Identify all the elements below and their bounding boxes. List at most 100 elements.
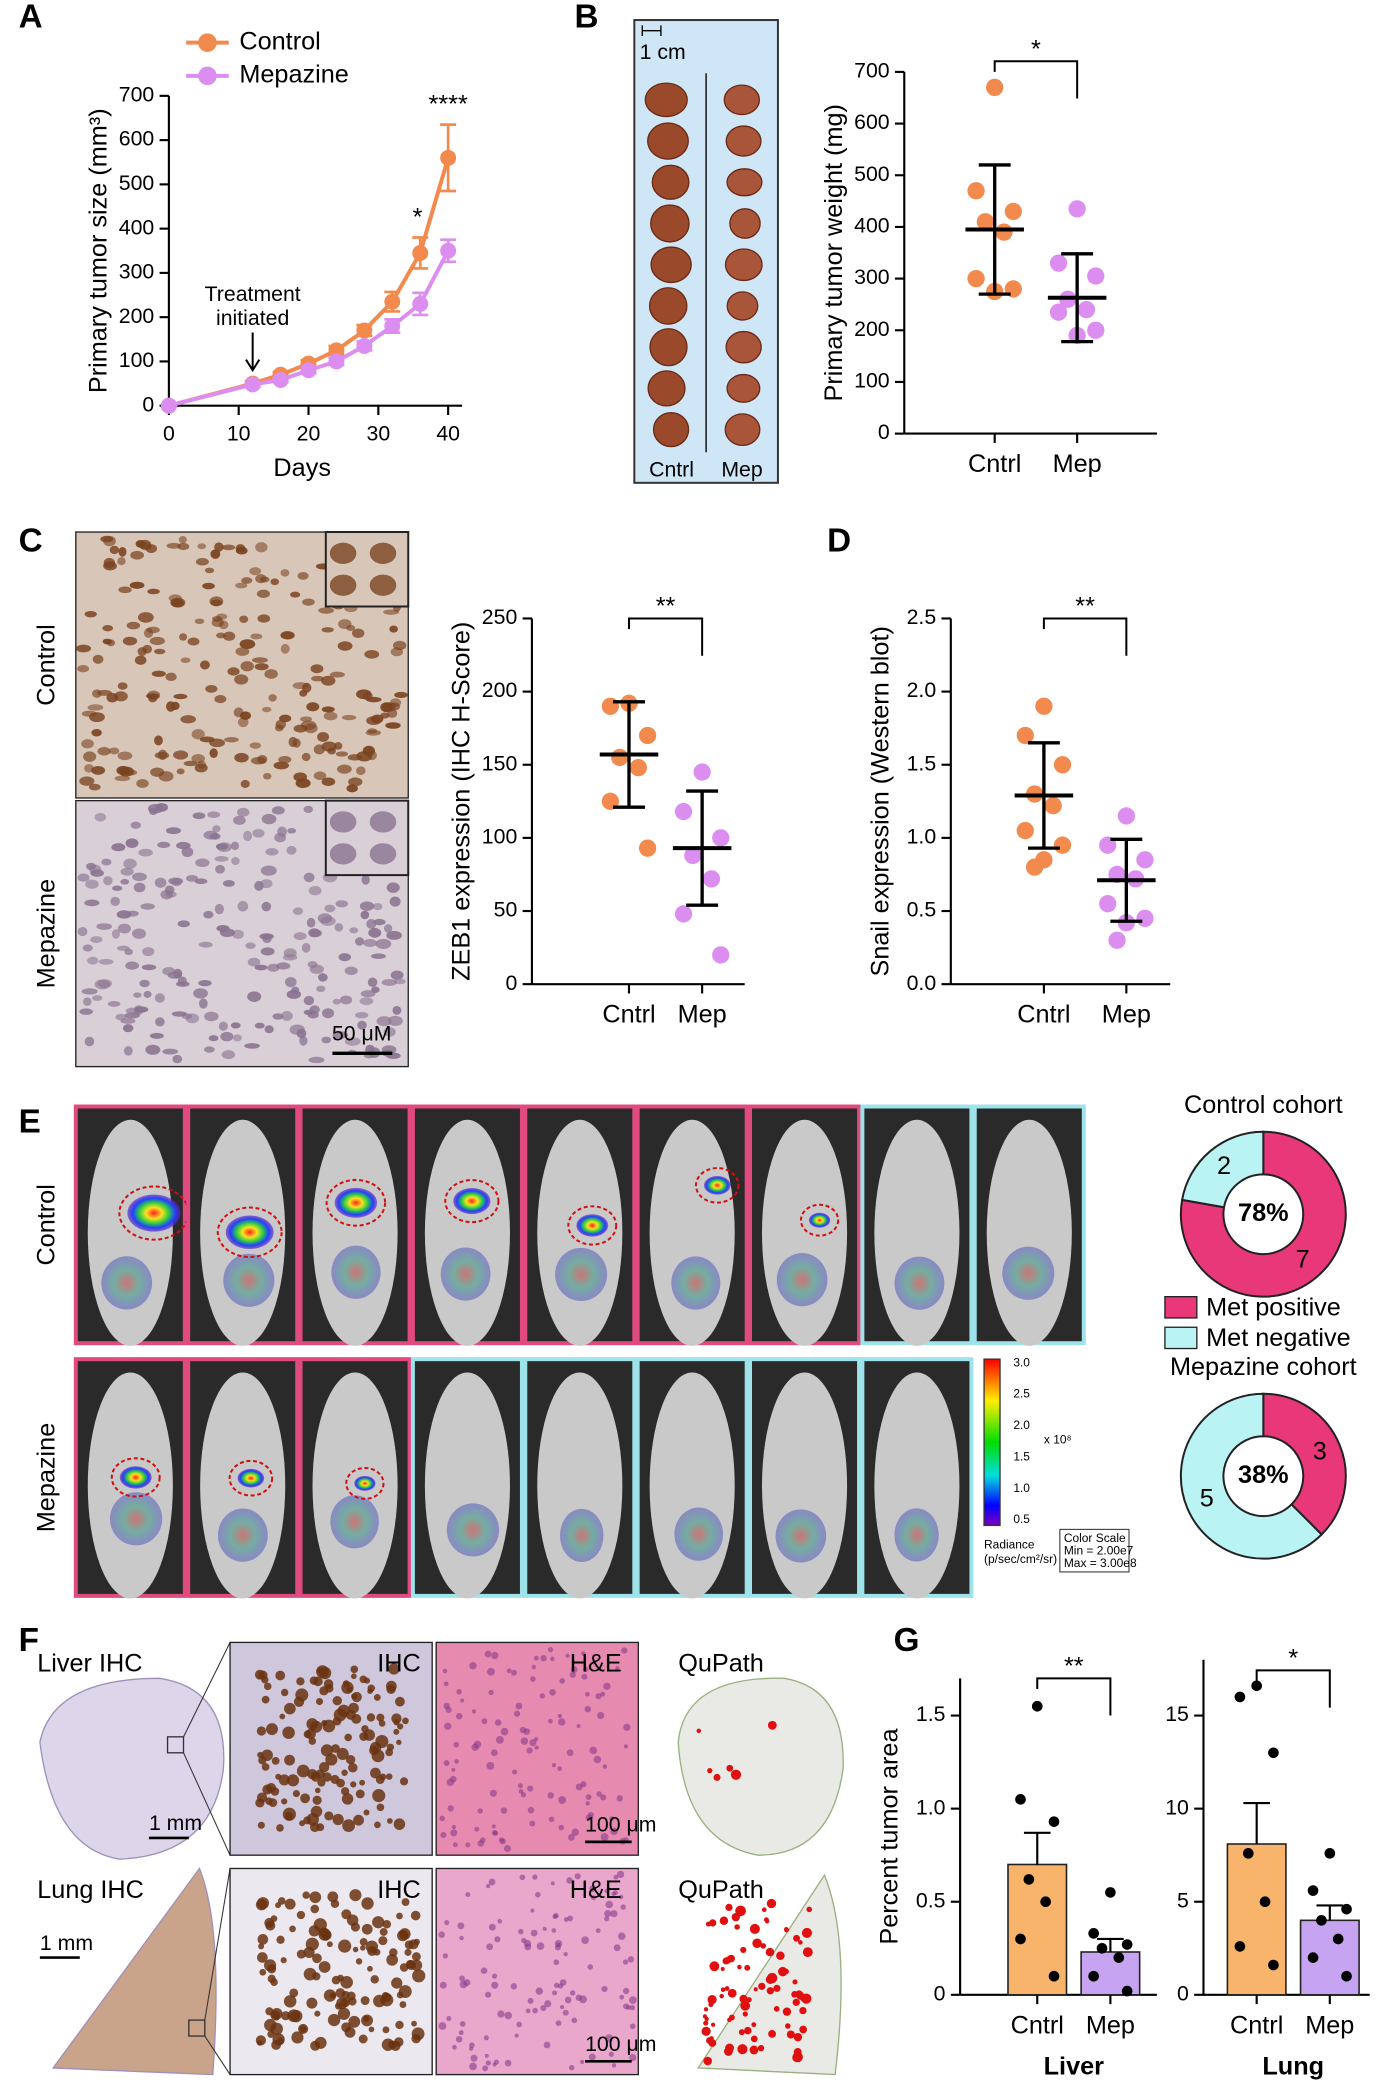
he-cell [611, 2063, 617, 2068]
stain [332, 1813, 344, 1826]
nucleus [323, 711, 338, 721]
nucleus [218, 1021, 228, 1031]
stain [261, 1695, 270, 1704]
y-tick-label: 600 [854, 110, 889, 134]
stain [325, 1753, 338, 1766]
primary-tumor [440, 1247, 491, 1301]
nucleus [309, 964, 324, 975]
he-cell [553, 1913, 559, 1919]
nucleus [102, 624, 114, 632]
nucleus [155, 802, 169, 812]
qupath-detection [727, 2017, 732, 2023]
y-tick-label: 2.0 [907, 678, 937, 702]
y-tick-label: 200 [854, 317, 889, 341]
he-cell [585, 1794, 592, 1801]
nucleus [234, 752, 249, 763]
he-cell [491, 1981, 499, 1989]
stain [359, 1675, 368, 1684]
panel-title: IHC [377, 1876, 420, 1904]
error-bar [1316, 1904, 1344, 1921]
he-cell [453, 1741, 460, 1748]
nucleus [194, 878, 208, 885]
he-cell [568, 2064, 575, 2071]
stain [411, 1952, 421, 1962]
data-point [1268, 1959, 1279, 1971]
nucleus [389, 896, 401, 907]
stain [275, 1670, 286, 1681]
y-tick-label: 15 [1165, 1702, 1189, 1726]
pie-segment [1179, 1130, 1347, 1298]
colorbar-unit: Radiance [984, 1537, 1035, 1551]
qupath-detection [786, 2030, 795, 2039]
zoom-line [204, 1868, 231, 2075]
nucleus [321, 675, 336, 686]
nucleus [244, 1043, 260, 1049]
nucleus [280, 569, 290, 577]
nucleus [230, 841, 240, 851]
nucleus [84, 1036, 95, 1047]
primary-tumor [446, 1503, 500, 1557]
stain [299, 2025, 307, 2033]
he-cell [571, 1828, 579, 1836]
x-tick-label: 20 [297, 422, 321, 446]
nucleus [245, 942, 256, 949]
stain [355, 1789, 365, 1799]
he-cell [629, 1996, 637, 2004]
he-cell [521, 1937, 527, 1944]
nucleus [153, 648, 166, 655]
stain [281, 1798, 288, 1805]
he-cell [567, 1833, 575, 1841]
nucleus [110, 896, 121, 907]
qupath-detection [768, 2029, 776, 2038]
x-tick-label: 30 [367, 422, 391, 446]
nucleus [145, 544, 158, 554]
he-cell [506, 1668, 512, 1674]
qupath-detection [752, 1938, 762, 1949]
data-point [160, 397, 177, 414]
data-point [328, 353, 345, 370]
stain [359, 1779, 366, 1786]
nucleus [232, 929, 244, 940]
qupath-detection [776, 1951, 785, 1960]
he-cell [530, 1929, 538, 1937]
nucleus [199, 660, 210, 670]
he-cell [543, 2041, 551, 2049]
y-axis-label: Primary tumor size (mm³) [84, 108, 112, 393]
nucleus [327, 747, 336, 755]
pie-segment [1179, 1392, 1324, 1560]
nucleus [176, 768, 185, 775]
scale-label: 1 mm [149, 1811, 202, 1835]
nucleus [322, 1008, 335, 1019]
inset [324, 799, 410, 877]
nucleus [293, 724, 308, 733]
data-point [1031, 1700, 1043, 1712]
nucleus [332, 998, 341, 1005]
y-tick-label: 500 [119, 171, 154, 195]
nucleus [376, 1016, 392, 1027]
stain [411, 2020, 417, 2027]
stain [336, 1747, 349, 1761]
he-cell [527, 1785, 534, 1792]
he-cell [494, 1719, 502, 1726]
tumor [651, 164, 690, 200]
he-cell [525, 2008, 531, 2014]
nucleus [250, 633, 263, 640]
nucleus [203, 1046, 215, 1053]
nucleus [123, 1046, 133, 1056]
stain [397, 1723, 404, 1730]
qupath-detection [793, 2032, 803, 2042]
he-cell [591, 1895, 597, 1901]
he-cell [604, 1888, 609, 1894]
stain [265, 2007, 274, 2016]
nucleus [214, 695, 227, 704]
nucleus [357, 1020, 367, 1030]
nucleus [359, 997, 374, 1006]
nucleus [336, 764, 352, 774]
he-cell [585, 1801, 590, 1806]
nucleus [329, 574, 357, 596]
data-point [1136, 909, 1154, 927]
nucleus [116, 910, 132, 919]
stain [329, 1992, 336, 1999]
nucleus [194, 618, 205, 624]
he-cell [487, 1667, 495, 1676]
